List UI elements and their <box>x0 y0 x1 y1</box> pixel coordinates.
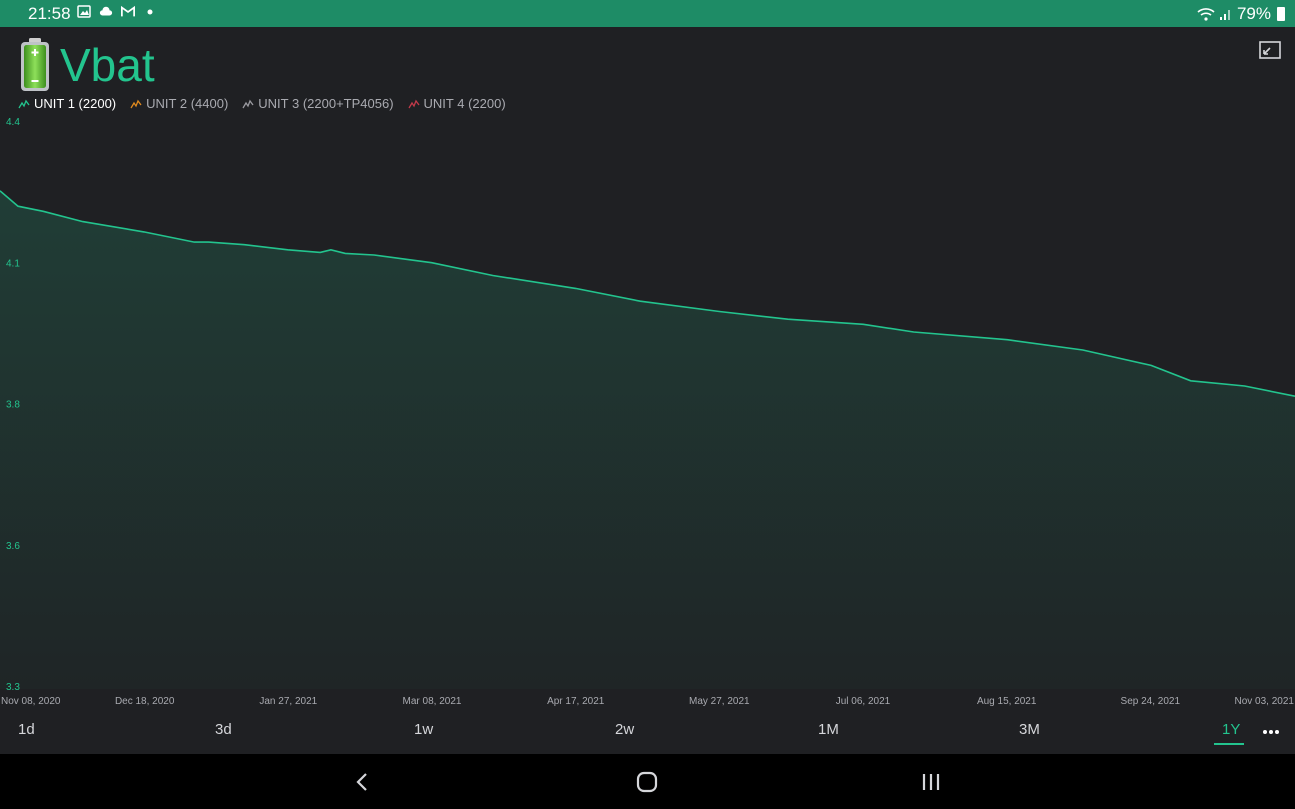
series-line <box>0 190 1295 397</box>
signal-icon <box>1219 10 1230 20</box>
battery-icon <box>21 38 49 91</box>
legend-item[interactable]: UNIT 3 (2200+TP4056) <box>242 96 394 111</box>
chart-widget: Vbat UNIT 1 (2200) UNIT 2 (4400) UNIT 3 (2… <box>0 27 1295 754</box>
x-tick-label: Nov 08, 2020 <box>1 696 61 707</box>
range-button-1d[interactable]: 1d <box>18 721 35 738</box>
series-line-icon <box>242 99 254 108</box>
x-tick-label: Nov 03, 2021 <box>1235 696 1295 707</box>
y-tick-label: 4.4 <box>6 117 20 128</box>
wifi-icon <box>1197 8 1215 21</box>
legend-label: UNIT 2 (4400) <box>146 96 229 111</box>
legend-item[interactable]: UNIT 2 (4400) <box>130 96 228 111</box>
cloud-icon <box>99 6 113 16</box>
x-tick-label: Aug 15, 2021 <box>977 696 1037 707</box>
x-tick-label: Apr 17, 2021 <box>547 696 605 707</box>
y-tick-label: 3.8 <box>6 400 20 411</box>
home-icon[interactable] <box>635 771 659 793</box>
x-tick-label: Sep 24, 2021 <box>1121 696 1181 707</box>
battery-icon <box>1277 7 1285 21</box>
widget-title: Vbat <box>60 39 155 91</box>
legend-label: UNIT 1 (2200) <box>34 96 117 111</box>
y-tick-label: 3.3 <box>6 682 20 693</box>
range-button-1m[interactable]: 1M <box>818 721 839 738</box>
legend-label: UNIT 4 (2200) <box>423 96 506 111</box>
x-tick-label: Jul 06, 2021 <box>836 696 891 707</box>
series-line-icon <box>18 99 30 108</box>
selected-range-indicator <box>1214 743 1244 745</box>
x-tick-label: May 27, 2021 <box>689 696 750 707</box>
recents-icon[interactable] <box>920 771 942 793</box>
series-line-icon <box>407 99 420 108</box>
battery-percent: 79% <box>1236 4 1271 23</box>
range-button-3m[interactable]: 3M <box>1019 721 1040 738</box>
status-bar: 21:58 79% <box>0 0 1295 27</box>
range-button-1y[interactable]: 1Y <box>1222 721 1241 738</box>
x-tick-label: Dec 18, 2020 <box>115 696 175 707</box>
legend-item[interactable]: UNIT 4 (2200) <box>407 96 506 111</box>
range-button-3d[interactable]: 3d <box>215 721 232 738</box>
chart-legend: UNIT 1 (2200) UNIT 2 (4400) UNIT 3 (2200+T… <box>18 96 506 111</box>
legend-item[interactable]: UNIT 1 (2200) <box>18 96 116 111</box>
y-tick-label: 3.6 <box>6 541 20 552</box>
more-icon[interactable] <box>1262 729 1280 735</box>
chart-area[interactable]: 4.4 4.1 3.8 3.6 3.3 Nov 08, 2020 Dec 18, 2020 J… <box>0 112 1295 722</box>
navigation-bar <box>0 754 1295 809</box>
widget-header: Vbat <box>18 35 155 95</box>
gmail-icon <box>121 5 135 17</box>
x-tick-label: Jan 27, 2021 <box>259 696 317 707</box>
image-icon <box>77 5 91 18</box>
back-icon[interactable] <box>352 771 374 793</box>
x-tick-label: Mar 08, 2021 <box>403 696 462 707</box>
time-range-selector: 1d 3d 1w 2w 1M 3M 1Y <box>0 713 1295 753</box>
series-line-icon <box>130 99 142 108</box>
range-button-1w[interactable]: 1w <box>414 721 434 738</box>
series-area <box>0 190 1295 690</box>
legend-label: UNIT 3 (2200+TP4056) <box>258 96 394 111</box>
status-time: 21:58 <box>28 4 71 23</box>
dot-icon <box>147 9 153 15</box>
range-button-2w[interactable]: 2w <box>615 721 635 738</box>
fullscreen-icon[interactable] <box>1259 41 1281 59</box>
y-tick-label: 4.1 <box>6 258 20 269</box>
